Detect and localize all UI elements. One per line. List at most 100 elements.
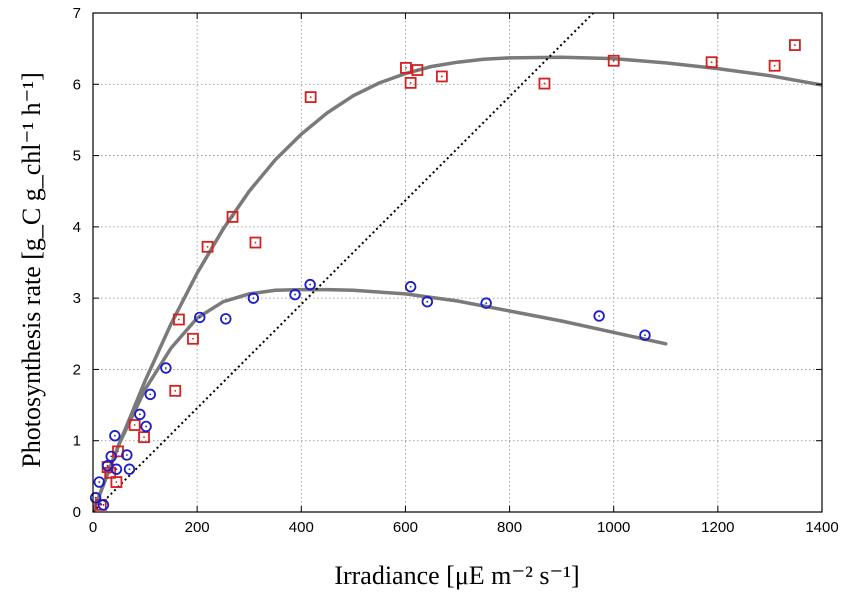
- square-point: [138, 431, 150, 444]
- circle-point: [121, 449, 133, 461]
- fit-lines: [93, 13, 822, 512]
- x-tick-label: 1200: [701, 519, 734, 536]
- square-point: [249, 236, 262, 249]
- point-center-dot: [612, 59, 615, 62]
- circle-point: [144, 388, 156, 401]
- circle-point: [304, 278, 316, 291]
- circle-point: [109, 430, 121, 442]
- circle-point: [160, 362, 172, 374]
- point-center-dot: [138, 413, 141, 416]
- point-center-dot: [710, 61, 713, 64]
- circle-point: [289, 288, 301, 301]
- point-center-dot: [409, 81, 412, 84]
- point-center-dot: [149, 393, 152, 396]
- point-center-dot: [98, 481, 101, 483]
- point-center-dot: [178, 318, 180, 321]
- point-center-dot: [110, 455, 113, 458]
- circle-point: [404, 281, 417, 293]
- point-center-dot: [543, 82, 546, 85]
- point-center-dot: [309, 96, 312, 99]
- grid: [93, 13, 822, 512]
- x-tick-label: 200: [185, 519, 210, 536]
- circle-point: [110, 463, 123, 475]
- square-point: [173, 313, 185, 326]
- square-point: [169, 384, 182, 397]
- point-center-dot: [99, 503, 102, 506]
- y-tick-label: 2: [73, 361, 81, 378]
- point-center-dot: [115, 481, 118, 483]
- square-point: [201, 240, 214, 253]
- circle-point: [89, 492, 102, 504]
- point-center-dot: [440, 75, 443, 78]
- square-point: [435, 70, 448, 83]
- fit-curve: [93, 287, 668, 512]
- y-tick-label: 5: [73, 148, 81, 165]
- point-center-dot: [426, 300, 429, 303]
- x-axis-title: Irradiance [μE m⁻² s⁻¹]: [334, 561, 579, 590]
- x-tick-label: 1000: [597, 519, 630, 536]
- y-tick-label: 0: [73, 504, 81, 521]
- point-center-dot: [174, 389, 177, 392]
- point-center-dot: [644, 334, 646, 337]
- y-tick-label: 6: [73, 76, 81, 93]
- point-center-dot: [165, 367, 167, 369]
- point-center-dot: [128, 468, 131, 471]
- square-point: [768, 59, 781, 72]
- y-tick-label: 1: [73, 433, 81, 450]
- square-point: [607, 54, 620, 67]
- point-center-dot: [254, 241, 257, 244]
- circle-point: [593, 310, 605, 322]
- reference-dotted-line: [93, 13, 595, 512]
- square-point: [304, 91, 317, 104]
- point-center-dot: [409, 285, 412, 288]
- y-tick-label: 4: [73, 219, 81, 236]
- square-point: [226, 210, 239, 223]
- plot-frame: [92, 12, 823, 513]
- square-point: [404, 76, 417, 89]
- circle-point: [140, 420, 152, 433]
- square-point: [705, 56, 718, 69]
- circle-point: [97, 499, 110, 511]
- circle-point: [220, 313, 232, 325]
- point-center-dot: [133, 424, 136, 426]
- ticks: 0 200 400 600 800 1000 1200 1400 0 1 2 3 4 5 6 7: [73, 5, 839, 536]
- square-point: [104, 466, 117, 479]
- x-tick-label: 1400: [805, 519, 838, 536]
- circle-point: [247, 292, 260, 304]
- point-center-dot: [192, 337, 194, 340]
- point-center-dot: [106, 464, 109, 467]
- x-tick-label: 800: [497, 519, 522, 536]
- circle-point: [134, 408, 146, 421]
- point-center-dot: [773, 64, 776, 67]
- point-center-dot: [405, 66, 407, 69]
- point-center-dot: [231, 215, 234, 218]
- point-center-dot: [598, 315, 601, 317]
- circle-point: [93, 476, 105, 488]
- point-center-dot: [117, 450, 119, 453]
- point-center-dot: [294, 293, 296, 296]
- point-center-dot: [416, 69, 419, 71]
- point-center-dot: [102, 503, 105, 506]
- point-center-dot: [224, 317, 227, 320]
- point-center-dot: [125, 454, 128, 456]
- circle-point: [194, 311, 206, 324]
- y-tick-label: 7: [73, 5, 81, 22]
- point-center-dot: [94, 496, 97, 499]
- series-layer: [89, 13, 822, 512]
- circle-point: [123, 463, 136, 475]
- square-point: [400, 61, 412, 74]
- square-point: [789, 39, 801, 51]
- point-center-dot: [143, 436, 145, 439]
- point-center-dot: [794, 44, 796, 46]
- x-tick-label: 0: [89, 519, 97, 536]
- x-tick-label: 400: [289, 519, 314, 536]
- circle-point: [421, 296, 433, 308]
- point-center-dot: [113, 434, 116, 437]
- point-center-dot: [115, 468, 118, 471]
- y-tick-label: 3: [73, 290, 81, 307]
- circle-point: [480, 297, 492, 309]
- markers: [89, 39, 801, 511]
- x-tick-label: 600: [393, 519, 418, 536]
- point-center-dot: [309, 283, 312, 286]
